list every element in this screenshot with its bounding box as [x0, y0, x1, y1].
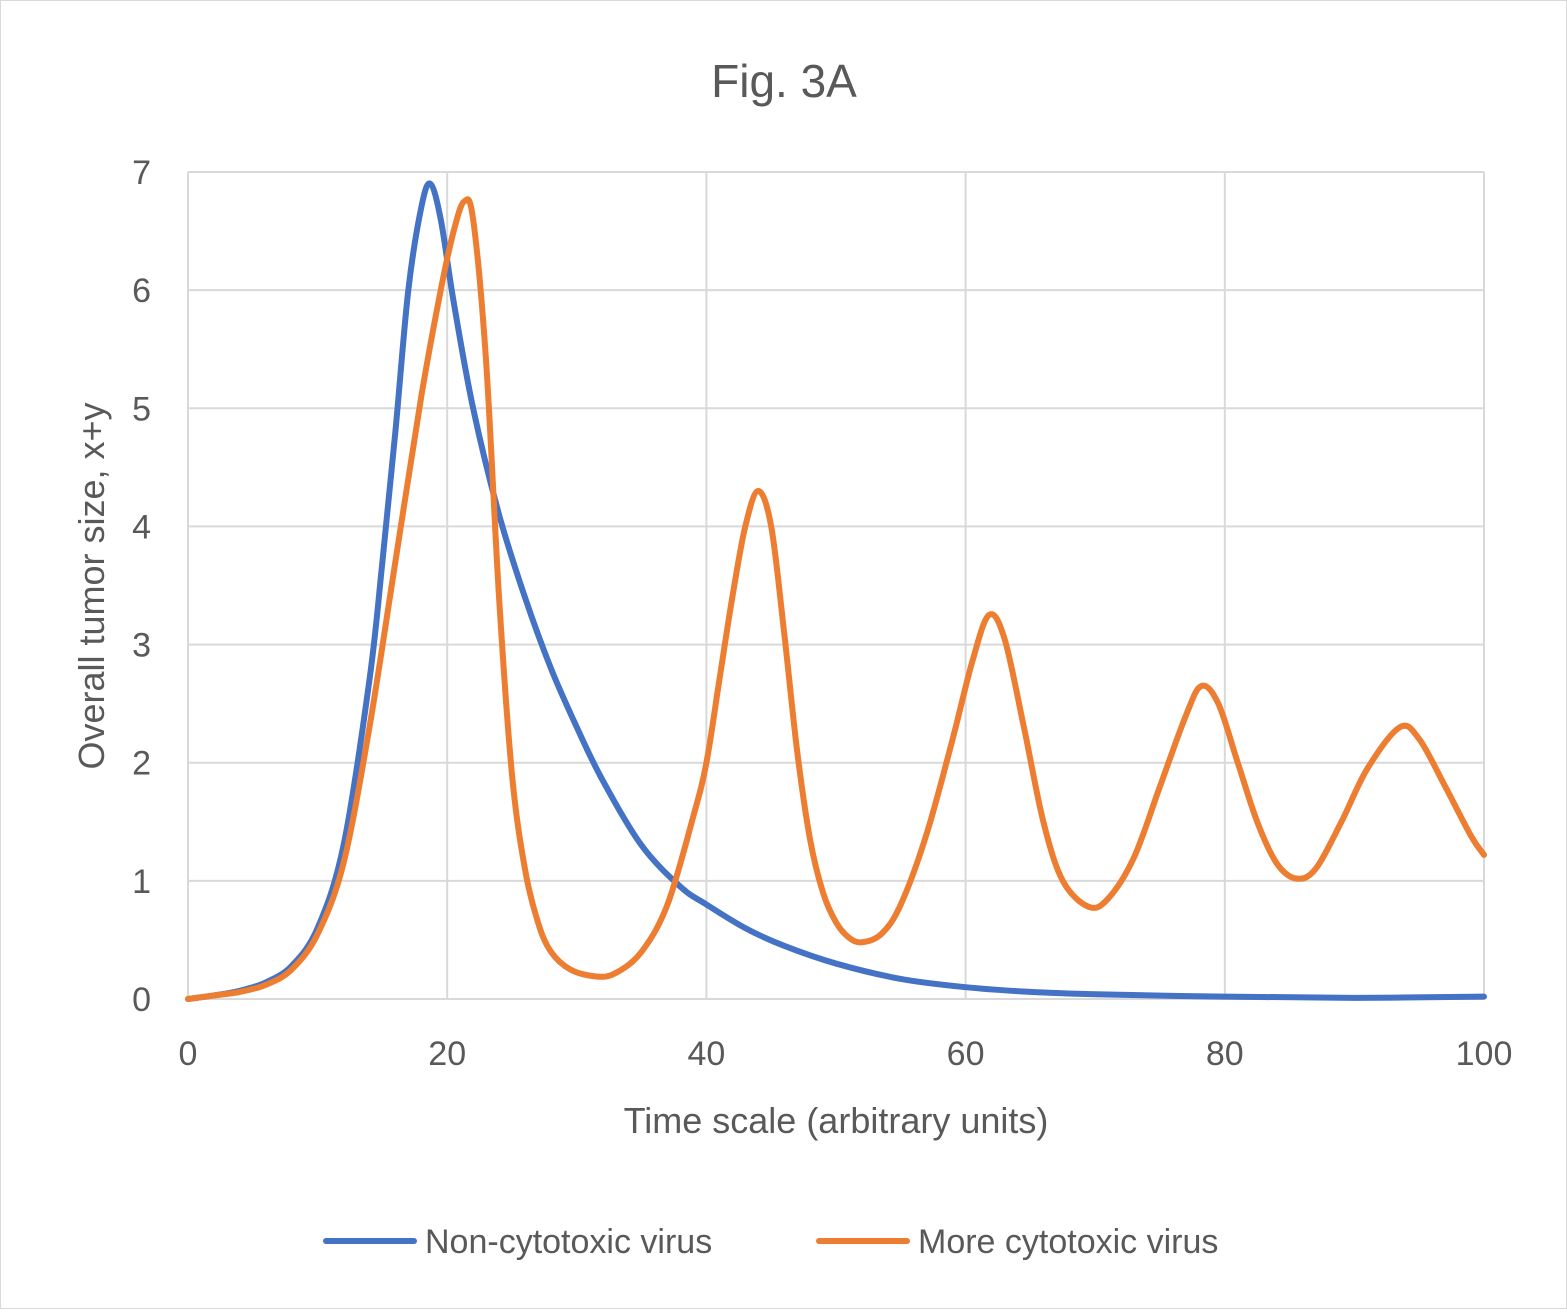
x-axis-ticks: 0 20 40 60 80 100 [179, 1035, 1513, 1073]
legend: Non-cytotoxic virus More cytotoxic virus [323, 1223, 1218, 1261]
y-axis-title: Overall tumor size, x+y [71, 402, 112, 769]
x-tick-label: 0 [179, 1035, 198, 1073]
y-tick-label: 5 [132, 390, 151, 428]
legend-label: More cytotoxic virus [918, 1223, 1218, 1261]
y-tick-label: 4 [132, 508, 151, 546]
x-tick-label: 20 [428, 1035, 466, 1073]
y-tick-label: 7 [132, 154, 151, 192]
x-axis-title: Time scale (arbitrary units) [624, 1100, 1049, 1141]
series-layer [185, 180, 1487, 1002]
series-line-more-cytotoxic-virus [185, 196, 1487, 1002]
y-tick-label: 1 [132, 863, 151, 901]
chart-title: Fig. 3A [711, 55, 857, 107]
y-tick-label: 2 [132, 745, 151, 783]
legend-label: Non-cytotoxic virus [425, 1223, 712, 1261]
series-line-non-cytotoxic-virus [185, 180, 1487, 1002]
y-tick-label: 3 [132, 627, 151, 665]
x-tick-label: 100 [1456, 1035, 1513, 1073]
y-tick-label: 6 [132, 272, 151, 310]
gridlines [187, 171, 1485, 1000]
x-tick-label: 60 [947, 1035, 985, 1073]
y-axis-ticks: 0 1 2 3 4 5 6 7 [132, 154, 151, 1019]
x-tick-label: 80 [1206, 1035, 1244, 1073]
y-tick-label: 0 [132, 981, 151, 1019]
x-tick-label: 40 [687, 1035, 725, 1073]
